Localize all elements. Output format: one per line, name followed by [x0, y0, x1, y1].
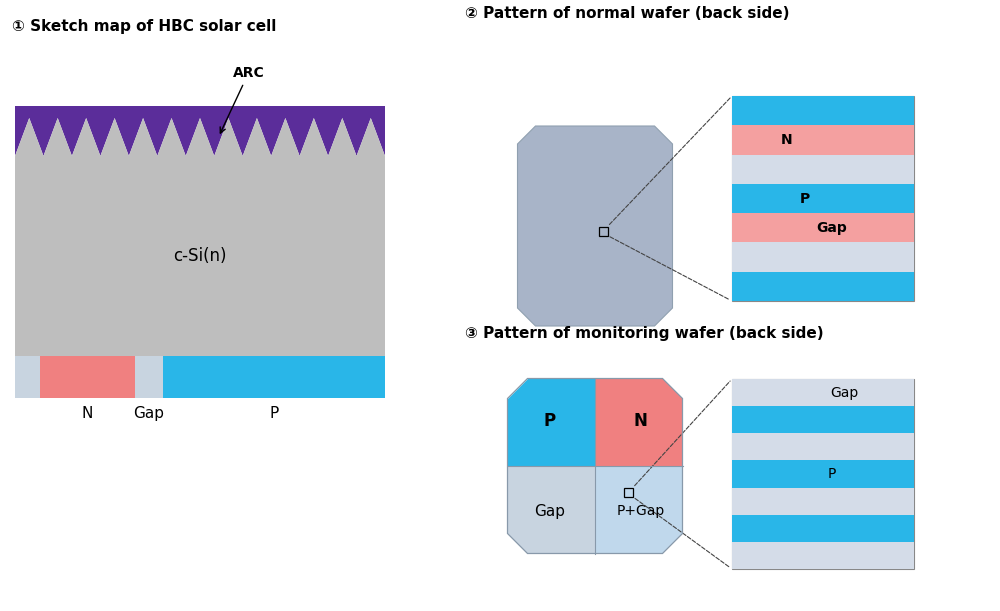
Text: P: P: [800, 191, 810, 205]
Bar: [40, 356, 135, 398]
Bar: [732, 272, 914, 301]
Bar: [732, 433, 914, 461]
Polygon shape: [508, 466, 595, 554]
Text: N: N: [781, 133, 792, 147]
Text: N: N: [82, 406, 93, 421]
Bar: [732, 461, 914, 488]
Text: Gap: Gap: [534, 504, 565, 519]
Text: P: P: [543, 411, 556, 430]
Polygon shape: [15, 118, 385, 156]
Bar: [732, 243, 914, 272]
Text: P: P: [269, 406, 279, 421]
Text: ① Sketch map of HBC solar cell: ① Sketch map of HBC solar cell: [12, 19, 276, 34]
Bar: [732, 542, 914, 569]
Text: Gap: Gap: [831, 386, 859, 400]
Bar: [732, 488, 914, 514]
Text: ② Pattern of normal wafer (back side): ② Pattern of normal wafer (back side): [465, 6, 790, 21]
Bar: [732, 379, 914, 406]
Polygon shape: [595, 466, 682, 554]
Bar: [15, 356, 40, 398]
Text: P: P: [828, 467, 836, 481]
Bar: [732, 125, 914, 155]
Bar: [732, 213, 914, 243]
Text: c-Si(n): c-Si(n): [173, 247, 227, 265]
Bar: [732, 155, 914, 184]
Bar: [732, 96, 914, 301]
Polygon shape: [518, 126, 672, 326]
Bar: [732, 379, 914, 569]
Bar: [135, 356, 163, 398]
Text: Gap: Gap: [817, 221, 847, 235]
Bar: [163, 356, 385, 398]
Polygon shape: [15, 106, 385, 156]
Bar: [732, 96, 914, 125]
Bar: [15, 156, 385, 356]
Text: ③ Pattern of monitoring wafer (back side): ③ Pattern of monitoring wafer (back side…: [465, 326, 824, 341]
Text: ARC: ARC: [220, 66, 264, 133]
Text: P+Gap: P+Gap: [616, 505, 665, 519]
Polygon shape: [508, 378, 595, 466]
Text: N: N: [634, 411, 647, 430]
Bar: [624, 488, 633, 497]
Bar: [732, 184, 914, 213]
Polygon shape: [595, 378, 682, 466]
Text: Gap: Gap: [134, 406, 165, 421]
Bar: [598, 227, 608, 235]
Bar: [732, 406, 914, 433]
Bar: [732, 514, 914, 542]
